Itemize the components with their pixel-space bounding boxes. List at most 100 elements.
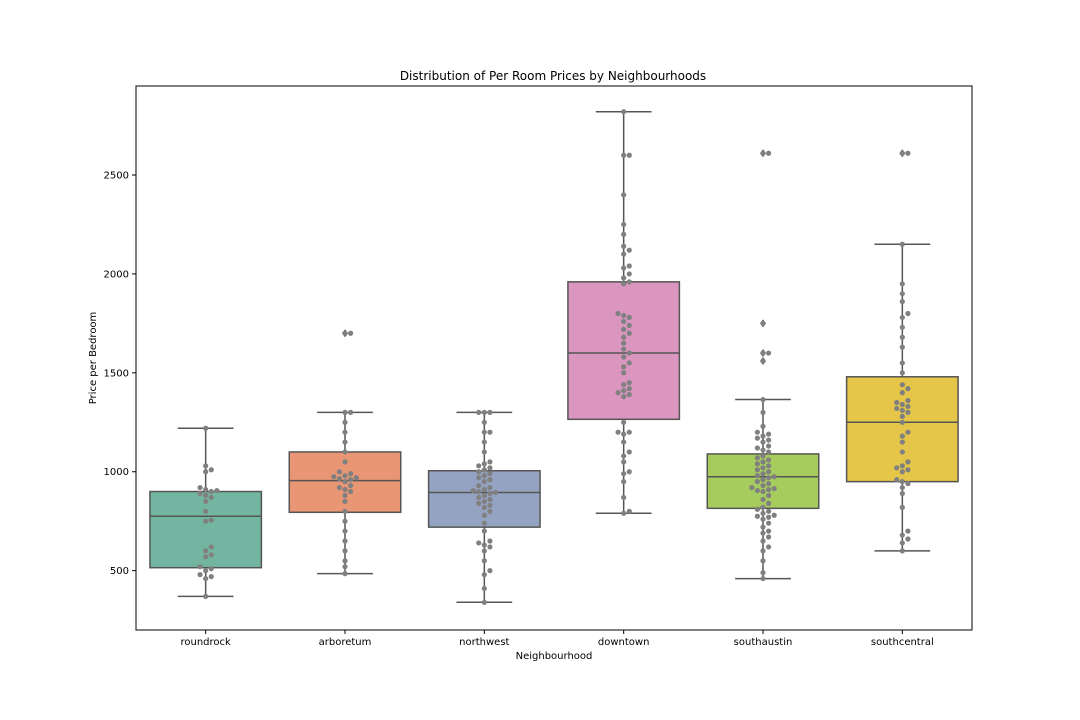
swarm-point — [760, 447, 766, 453]
swarm-point — [899, 324, 905, 330]
swarm-point — [348, 482, 354, 489]
swarm-point — [899, 490, 905, 497]
swarm-point — [899, 382, 905, 388]
swarm-point — [621, 471, 627, 477]
swarm-point — [894, 405, 900, 412]
swarm-point — [766, 508, 772, 514]
swarm-point — [766, 437, 772, 443]
swarm-point — [626, 469, 632, 475]
swarm-point — [348, 409, 354, 415]
box-southcentral — [845, 149, 959, 554]
swarm-point — [487, 477, 493, 483]
y-tick-label: 1500 — [104, 368, 129, 379]
swarm-point — [481, 512, 487, 518]
swarm-point — [766, 520, 772, 526]
swarm-point — [342, 473, 348, 479]
swarm-point — [626, 152, 632, 158]
swarm-point — [766, 449, 772, 455]
swarm-point — [626, 247, 632, 253]
swarm-point — [760, 510, 766, 516]
swarm-point — [905, 397, 911, 404]
swarm-point — [621, 109, 627, 115]
swarm-point — [760, 548, 766, 554]
swarm-point — [348, 477, 354, 483]
swarm-point — [905, 528, 911, 534]
swarm-point — [481, 429, 487, 435]
swarm-point — [342, 409, 348, 415]
swarm-point — [899, 334, 905, 340]
swarm-point — [766, 514, 772, 520]
swarm-point — [208, 494, 214, 501]
swarm-point — [760, 488, 766, 495]
swarm-point — [615, 429, 621, 435]
swarm-point — [342, 538, 348, 544]
swarm-point — [481, 479, 487, 485]
box-arboretum — [288, 329, 402, 577]
swarm-point — [621, 370, 627, 376]
chart-title: Distribution of Per Room Prices by Neigh… — [400, 69, 706, 83]
swarm-point — [621, 243, 627, 249]
swarm-point — [342, 429, 348, 435]
swarm-point — [766, 500, 772, 506]
swarm-point — [342, 498, 348, 505]
swarm-point — [476, 475, 482, 481]
box-southaustin — [706, 149, 820, 582]
swarm-point — [905, 403, 911, 410]
swarm-point — [621, 354, 627, 360]
swarm-point — [481, 585, 487, 592]
swarm-point — [481, 409, 487, 415]
swarm-point — [621, 419, 627, 425]
swarm-point — [621, 479, 627, 485]
swarm-point — [481, 486, 487, 493]
swarm-point — [766, 544, 772, 550]
y-tick-label: 2000 — [104, 269, 129, 280]
swarm-point — [899, 469, 905, 475]
swarm-point — [754, 479, 761, 485]
swarm-point — [203, 463, 209, 469]
swarm-point — [894, 477, 900, 483]
swarm-point — [203, 492, 209, 499]
swarm-point — [899, 532, 905, 538]
swarm-point — [342, 492, 348, 499]
swarm-point — [481, 520, 487, 526]
swarm-point — [766, 457, 772, 463]
swarm-point — [342, 508, 348, 514]
swarm-point — [342, 449, 348, 455]
swarm-point — [487, 409, 493, 415]
swarm-point — [754, 429, 761, 435]
swarm-point — [342, 486, 348, 493]
swarm-point — [487, 429, 493, 435]
swarm-point — [905, 429, 911, 435]
swarm-point — [621, 494, 627, 501]
swarm-point — [760, 524, 766, 530]
box-downtown — [567, 109, 681, 516]
swarm-point — [766, 350, 772, 356]
swarm-point — [342, 419, 348, 425]
swarm-point — [621, 439, 627, 445]
swarm-point — [766, 150, 772, 156]
swarm-point — [197, 564, 203, 570]
swarm-point — [626, 449, 632, 455]
swarm-point — [899, 548, 905, 554]
swarm-point — [621, 275, 627, 281]
swarm-point — [899, 344, 905, 350]
swarm-point — [760, 530, 766, 536]
x-tick-label: southaustin — [734, 637, 793, 648]
swarm-point — [214, 487, 220, 494]
swarm-point — [331, 474, 337, 480]
swarm-point — [621, 152, 627, 158]
swarm-point — [487, 502, 493, 508]
swarm-point — [626, 271, 632, 277]
swarm-point — [760, 477, 766, 483]
swarm-point — [760, 453, 766, 459]
swarm-point — [760, 423, 766, 429]
swarm-point — [760, 459, 766, 465]
swarm-point — [899, 370, 905, 376]
swarm-point — [760, 471, 766, 477]
swarm-point — [899, 479, 905, 485]
swarm-point — [487, 544, 493, 550]
swarm-point — [760, 482, 766, 489]
swarm-point — [208, 566, 214, 572]
swarm-point — [203, 425, 209, 431]
